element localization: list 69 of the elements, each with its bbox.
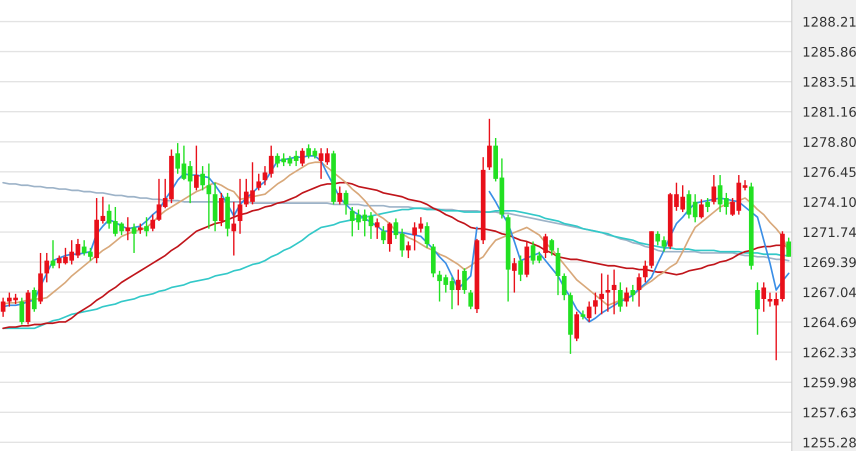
candlestick	[144, 216, 149, 238]
y-tick-label: 1255.28	[804, 438, 856, 448]
y-tick-label: 1274.10	[804, 197, 856, 208]
candlestick	[19, 296, 24, 326]
candlestick	[705, 197, 710, 213]
y-tick-label: 1267.04	[804, 287, 856, 298]
candlestick	[0, 296, 6, 318]
candlestick	[562, 272, 567, 301]
y-tick-label: 1259.98	[804, 377, 856, 388]
candlestick	[761, 282, 766, 312]
y-tick-label: 1283.51	[804, 76, 856, 87]
y-tick-label: 1257.63	[804, 408, 856, 418]
candlestick	[636, 272, 642, 308]
y-tick-label: 1278.80	[804, 137, 856, 148]
candlestick	[593, 292, 598, 315]
candlestick	[50, 240, 56, 269]
candlestick	[231, 201, 236, 256]
y-tick-label: 1281.16	[804, 106, 856, 117]
candlestick	[468, 289, 474, 310]
candlestick	[206, 162, 212, 230]
candlestick	[612, 268, 616, 315]
candlestick	[518, 254, 523, 282]
candlestick	[549, 238, 554, 256]
y-tick-label: 1288.21	[804, 16, 856, 27]
candlestick	[294, 150, 298, 167]
candlestick	[238, 178, 242, 234]
candlestick	[150, 214, 156, 232]
candlestick	[755, 282, 760, 336]
candlestick	[381, 225, 386, 245]
candlestick	[394, 218, 398, 240]
candlestick	[344, 190, 348, 216]
candlestick	[606, 274, 610, 312]
candlestick	[462, 268, 467, 295]
candlestick	[487, 118, 492, 171]
candlestick	[138, 222, 143, 234]
candlestick	[618, 282, 623, 312]
candlestick	[132, 222, 136, 254]
candlestick	[543, 233, 548, 259]
candlestick	[599, 272, 604, 315]
candlestick	[424, 222, 430, 249]
candlestick	[456, 268, 461, 306]
candlestick	[786, 236, 792, 258]
candlestick	[194, 144, 199, 192]
candlestick	[200, 165, 205, 192]
candlestick	[699, 198, 704, 220]
candlestick	[512, 257, 517, 294]
candlestick	[218, 192, 224, 227]
candlestick	[44, 252, 50, 284]
candlestick	[624, 286, 629, 308]
candlestick	[300, 148, 305, 167]
y-tick-label: 1269.39	[804, 257, 856, 268]
candlestick	[374, 218, 380, 240]
candlestick	[256, 173, 262, 192]
candlestick	[586, 300, 592, 323]
candlestick	[337, 186, 342, 206]
candlestick	[630, 284, 636, 302]
candlestick	[400, 228, 404, 258]
candlestick	[712, 174, 716, 206]
candlestick	[406, 240, 411, 259]
line-series	[2, 182, 790, 262]
candlestick	[32, 286, 37, 312]
y-tick-label: 1262.33	[804, 347, 856, 358]
y-tick-label: 1276.45	[804, 167, 856, 178]
y-tick-label: 1285.86	[804, 46, 856, 57]
candlestick	[642, 260, 648, 284]
y-tick-label: 1264.69	[804, 317, 856, 328]
candlestick	[387, 222, 392, 252]
candlestick	[556, 247, 560, 296]
y-tick-label: 1271.74	[804, 227, 856, 238]
